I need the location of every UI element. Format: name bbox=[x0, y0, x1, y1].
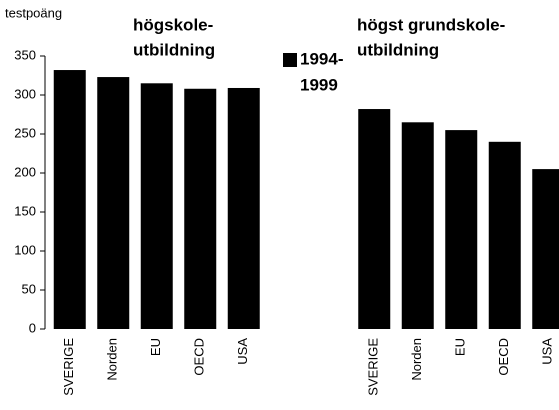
bar bbox=[532, 169, 559, 329]
bar bbox=[53, 70, 86, 329]
y-tick-label: 150 bbox=[14, 203, 36, 218]
y-tick-label: 350 bbox=[14, 47, 36, 62]
group-label: utbildning bbox=[357, 40, 439, 59]
bar bbox=[445, 130, 478, 329]
x-tick-label: SVERIGE bbox=[61, 338, 76, 396]
group-label: utbildning bbox=[133, 40, 215, 59]
x-tick-label: EU bbox=[453, 338, 468, 356]
x-tick-label: Norden bbox=[105, 338, 120, 381]
y-tick-label: 250 bbox=[14, 125, 36, 140]
legend-label: 1999 bbox=[300, 75, 338, 94]
x-tick-label: EU bbox=[148, 338, 163, 356]
bar bbox=[401, 122, 434, 329]
bar bbox=[140, 83, 173, 329]
y-axis-label: testpoäng bbox=[5, 5, 62, 20]
bar bbox=[184, 88, 217, 329]
x-tick-label: USA bbox=[540, 338, 555, 365]
bar bbox=[227, 87, 260, 329]
bar bbox=[488, 141, 521, 329]
x-tick-label: Norden bbox=[409, 338, 424, 381]
y-tick-label: 300 bbox=[14, 86, 36, 101]
x-tick-label: USA bbox=[235, 338, 250, 365]
x-tick-label: OECD bbox=[192, 338, 207, 376]
bar bbox=[358, 109, 391, 329]
legend-swatch bbox=[283, 53, 297, 67]
group-label: högst grundskole- bbox=[357, 15, 505, 34]
y-tick-label: 50 bbox=[22, 281, 36, 296]
x-tick-label: OECD bbox=[496, 338, 511, 376]
group-label: högskole- bbox=[133, 15, 213, 34]
y-tick-label: 0 bbox=[29, 320, 36, 335]
x-tick-label: SVERIGE bbox=[366, 338, 381, 396]
y-tick-label: 200 bbox=[14, 164, 36, 179]
bar bbox=[97, 77, 130, 329]
y-tick-label: 100 bbox=[14, 242, 36, 257]
legend-label: 1994- bbox=[300, 49, 343, 68]
